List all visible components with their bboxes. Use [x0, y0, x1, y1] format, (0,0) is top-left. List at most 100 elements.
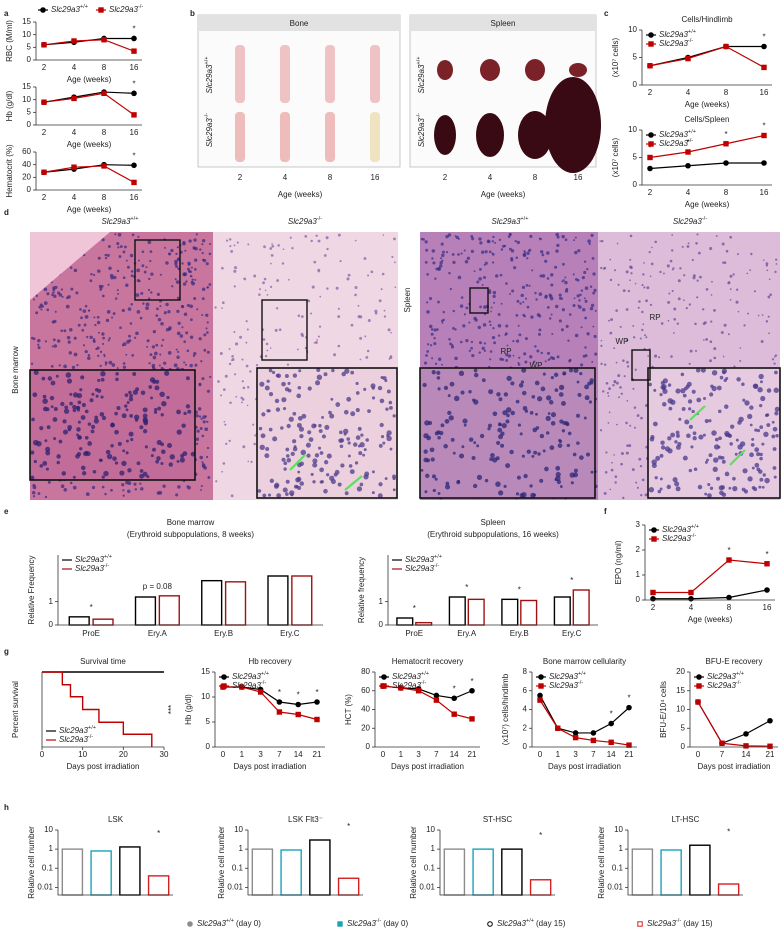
cell: [688, 362, 691, 365]
cell: [763, 431, 769, 437]
cell: [768, 278, 771, 281]
cell: [99, 412, 105, 417]
cell: [104, 361, 108, 365]
cell: [559, 485, 563, 488]
cell: [54, 310, 57, 313]
cell: [497, 313, 501, 316]
cell: [640, 493, 643, 497]
cell: [538, 328, 542, 332]
cell: [600, 339, 603, 342]
cell: [66, 378, 73, 384]
cell: [612, 383, 615, 387]
cell: [60, 401, 65, 407]
cell: [674, 440, 678, 444]
cell: [426, 350, 430, 353]
x-tick-label: ProE: [405, 629, 423, 638]
data-point: [761, 43, 767, 50]
cell: [73, 336, 77, 340]
gene: Slc29a3: [659, 39, 688, 48]
cell: [436, 430, 441, 435]
cell: [310, 312, 313, 315]
cell: [579, 371, 583, 376]
gene: Slc29a3: [662, 525, 691, 534]
cell: [72, 392, 79, 398]
cell: [615, 381, 619, 385]
cell: [87, 353, 91, 357]
cell: [194, 363, 198, 367]
x-tick-label: Ery.B: [214, 629, 233, 638]
cell: [360, 433, 364, 437]
cell: [625, 339, 629, 342]
cell: [518, 333, 522, 337]
bar: [119, 846, 141, 896]
cell: [754, 428, 758, 432]
cell: [505, 419, 510, 424]
cell: [671, 289, 674, 292]
y-tick-label: 1: [431, 844, 436, 853]
cell: [732, 485, 738, 492]
cell: [448, 415, 454, 421]
cell: [300, 449, 307, 456]
cell: [129, 253, 134, 258]
cell: [633, 406, 637, 409]
cell: [548, 358, 551, 361]
cell: [312, 480, 316, 484]
cell: [735, 438, 739, 442]
x-tick-label: 16: [760, 188, 769, 197]
cell: [503, 392, 509, 397]
x-tick-label: 8: [724, 188, 729, 197]
cell: [318, 423, 322, 428]
x-tick-label: 21: [625, 750, 634, 759]
gene: Slc29a3: [647, 919, 676, 928]
cell: [500, 443, 505, 448]
cell: [239, 335, 243, 339]
cell: [125, 259, 128, 262]
cell: [282, 248, 285, 251]
cell: [329, 413, 335, 419]
data-point: [40, 7, 46, 13]
cell: [529, 355, 533, 359]
cell: [433, 328, 437, 332]
cell: [281, 381, 286, 387]
cell: [377, 385, 383, 391]
cell: [503, 244, 507, 247]
cell: [638, 300, 641, 303]
cell: [198, 415, 202, 418]
cell: [106, 309, 111, 314]
cell: [629, 424, 632, 427]
superscript: -/-: [376, 918, 381, 924]
bar: [472, 848, 494, 896]
cell: [433, 342, 437, 346]
x-tick-label: 7: [434, 750, 439, 759]
cell: [53, 344, 58, 348]
cell: [592, 291, 596, 295]
cell: [556, 355, 560, 359]
cell: [617, 283, 620, 286]
cell: [292, 446, 298, 452]
cell: [266, 349, 269, 352]
cell: [608, 387, 611, 391]
x-tick-label: 21: [313, 750, 322, 759]
cell: [175, 348, 178, 351]
cell: [773, 475, 777, 479]
cell: [185, 331, 189, 335]
cell: [642, 323, 645, 326]
cell: [754, 462, 760, 468]
cell: [537, 452, 541, 456]
cell: [174, 278, 177, 281]
data-point: [537, 697, 543, 703]
cell: [339, 444, 344, 449]
cell: [346, 396, 352, 402]
cell: [101, 485, 105, 489]
cell: [241, 401, 243, 404]
cell: [69, 481, 73, 485]
cell: [286, 457, 292, 463]
cell: [101, 475, 105, 479]
cell: [177, 350, 180, 354]
annotation: *: [762, 33, 765, 42]
cell: [192, 354, 196, 358]
data-point: [743, 731, 749, 737]
cell: [445, 484, 451, 490]
cell: [72, 475, 76, 479]
cell: [771, 358, 775, 361]
